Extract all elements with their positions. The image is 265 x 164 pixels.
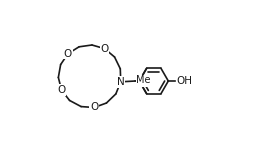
Text: Me: Me [136, 77, 151, 87]
Text: Me: Me [136, 75, 151, 85]
Text: O: O [64, 49, 72, 59]
Text: OH: OH [176, 76, 192, 86]
Text: N: N [117, 77, 125, 87]
Text: O: O [58, 85, 66, 95]
Text: O: O [100, 44, 109, 54]
Text: O: O [90, 102, 98, 113]
